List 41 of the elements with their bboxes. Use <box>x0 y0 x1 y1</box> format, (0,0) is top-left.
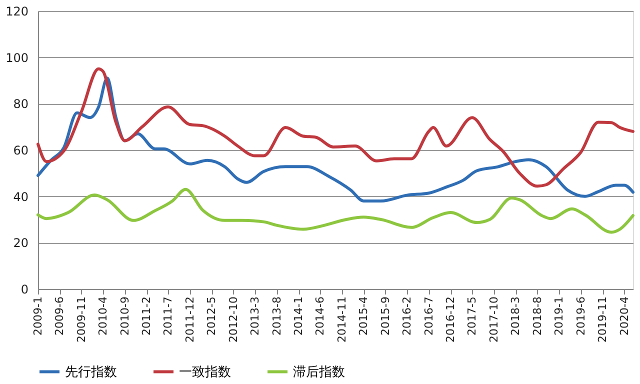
x-tick-label: 2014-11 <box>335 296 348 342</box>
x-tick-label: 2012-5 <box>205 296 218 336</box>
line-series <box>36 67 634 188</box>
y-tick-label: 0 <box>20 282 28 296</box>
x-tick-label: 2009-6 <box>53 296 66 336</box>
x-tick-label: 2013-3 <box>248 296 262 336</box>
x-tick-label: 2015-4 <box>357 296 370 336</box>
x-tick-label: 2014-1 <box>292 296 306 336</box>
x-tick-label: 2011-2 <box>140 296 154 336</box>
y-tick-label: 40 <box>13 190 28 204</box>
legend-label: 一致指数 <box>179 364 231 380</box>
x-tick-label: 2015-9 <box>378 296 392 336</box>
x-tick-label: 2009-11 <box>74 296 88 342</box>
legend-label: 先行指数 <box>65 364 117 380</box>
x-tick-label: 2019-6 <box>574 296 588 336</box>
x-tick-label: 2017-5 <box>466 296 479 336</box>
x-tick-label: 2012-10 <box>226 296 240 342</box>
x-tick-label: 2019-11 <box>596 296 610 342</box>
x-tick-label: 2014-6 <box>314 296 327 336</box>
x-tick-label: 2013-8 <box>270 296 284 336</box>
x-tick-label: 2019-1 <box>552 296 566 336</box>
y-tick-label: 80 <box>13 97 28 112</box>
y-tick-label: 60 <box>13 144 28 158</box>
x-tick-label: 2016-2 <box>400 296 414 336</box>
x-tick-label: 2016-12 <box>444 296 458 342</box>
legend-label: 滞后指数 <box>293 364 345 380</box>
line-series <box>36 188 634 234</box>
line-series <box>36 76 634 202</box>
x-tick-label: 2016-7 <box>422 296 436 336</box>
y-tick-label: 20 <box>13 236 28 250</box>
x-tick-label: 2011-7 <box>162 296 175 336</box>
x-tick-label: 2017-10 <box>487 296 500 342</box>
x-tick-label: 2009-1 <box>32 296 44 336</box>
x-tick-label: 2011-12 <box>183 296 196 342</box>
y-tick-label: 100 <box>6 50 28 65</box>
x-tick-label: 2010-4 <box>96 296 110 336</box>
x-tick-label: 2018-8 <box>530 296 544 336</box>
x-tick-label: 2010-9 <box>118 296 132 336</box>
y-tick-label: 120 <box>6 4 28 18</box>
x-tick-label: 2020-4 <box>618 296 631 336</box>
x-tick-label: 2018-3 <box>509 296 522 336</box>
